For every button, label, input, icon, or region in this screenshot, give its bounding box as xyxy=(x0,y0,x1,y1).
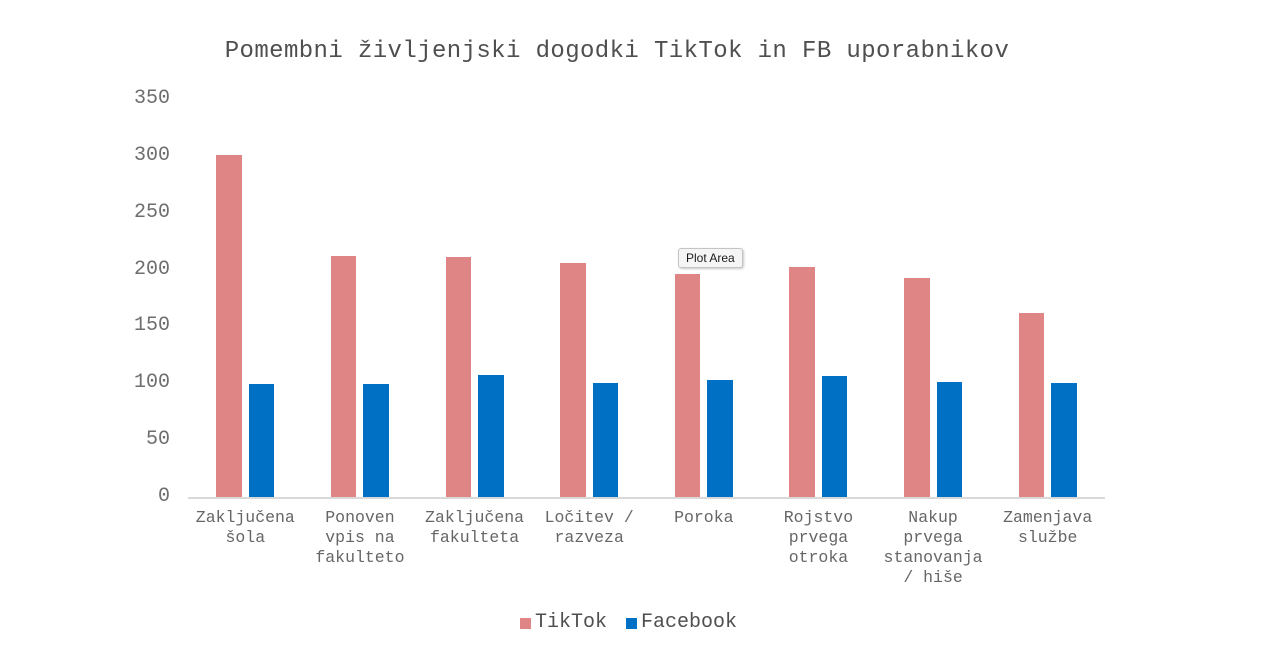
x-category-label: Ponoven vpis na fakulteto xyxy=(315,508,405,567)
bar-tiktok-2[interactable] xyxy=(330,255,357,497)
y-tick-label: 350 xyxy=(133,87,170,110)
legend-label-tiktok: TikTok xyxy=(534,611,607,634)
legend: TikTok Facebook xyxy=(0,613,1257,633)
bar-facebook-1[interactable] xyxy=(248,384,275,497)
bar-tiktok-8[interactable] xyxy=(1018,312,1045,497)
tiktok-color-swatch xyxy=(519,617,531,629)
facebook-color-swatch xyxy=(626,617,637,629)
legend-label-facebook: Facebook xyxy=(641,611,738,634)
y-tick-label: 250 xyxy=(133,200,170,224)
bar-tiktok-4[interactable] xyxy=(560,262,586,497)
bar-tiktok-1[interactable] xyxy=(216,154,242,497)
bar-facebook-2[interactable] xyxy=(363,384,389,497)
legend-item-facebook[interactable]: Facebook xyxy=(626,613,737,633)
bar-facebook-5[interactable] xyxy=(707,379,733,497)
legend-item-tiktok[interactable]: TikTok xyxy=(519,611,607,634)
x-category-label: Zamenjava službe xyxy=(1003,508,1093,547)
y-tick-label: 200 xyxy=(133,257,170,281)
chart-title: Pomembni življenjski dogodki TikTok in F… xyxy=(224,38,1010,65)
bar-facebook-6[interactable] xyxy=(821,376,848,497)
y-tick-label: 300 xyxy=(133,143,170,167)
bar-facebook-7[interactable] xyxy=(936,382,963,497)
bar-tiktok-3[interactable] xyxy=(445,257,472,497)
bar-tiktok-6[interactable] xyxy=(789,267,815,497)
bar-facebook-8[interactable] xyxy=(1051,383,1077,497)
bar-tiktok-5[interactable] xyxy=(674,274,701,497)
x-category-label: Nakup prvega stanovanja / hiše xyxy=(883,508,983,587)
x-category-label: Zaključena šola xyxy=(195,508,295,547)
y-tick-label: 50 xyxy=(145,428,170,452)
y-tick-label: 0 xyxy=(157,485,170,508)
bar-facebook-3[interactable] xyxy=(478,375,504,497)
x-category-label: Zaključena fakulteta xyxy=(425,508,525,547)
x-category-label: Ločitev / razveza xyxy=(544,508,634,547)
x-category-label: Poroka xyxy=(674,508,734,527)
y-tick-label: 100 xyxy=(133,371,170,395)
x-axis-line xyxy=(188,497,1105,499)
y-tick-label: 150 xyxy=(133,314,170,338)
plot-area[interactable] xyxy=(188,99,1105,499)
plot-area-tooltip: Plot Area xyxy=(678,248,743,268)
x-category-label: Rojstvo prvega otroka xyxy=(783,508,854,567)
bar-facebook-4[interactable] xyxy=(592,383,619,497)
bar-tiktok-7[interactable] xyxy=(904,277,930,497)
